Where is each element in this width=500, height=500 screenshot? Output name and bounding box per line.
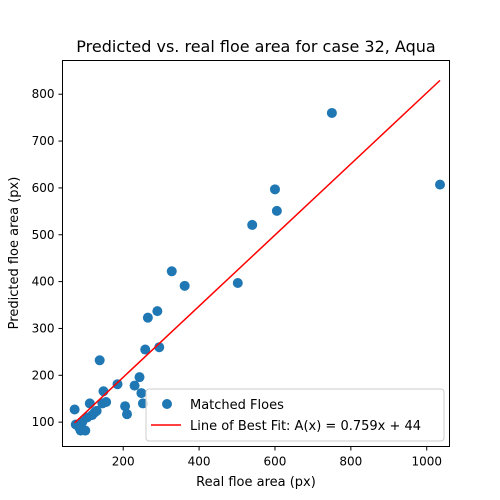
data-point-35 (435, 179, 446, 190)
y-tick-label-200: 200 (32, 368, 55, 382)
legend-label-matched-floes: Matched Floes (190, 398, 284, 413)
data-point-28 (166, 266, 177, 277)
y-tick-label-100: 100 (32, 415, 55, 429)
legend-box (145, 388, 445, 442)
y-tick-label-700: 700 (32, 134, 55, 148)
data-point-32 (269, 184, 280, 195)
legend-label-best-fit: Line of Best Fit: A(x) = 0.759x + 44 (190, 419, 421, 434)
data-point-19 (122, 409, 132, 420)
x-tick-label-200: 200 (112, 455, 135, 469)
legend: Matched Floes Line of Best Fit: A(x) = 0… (145, 388, 445, 442)
data-point-23 (137, 398, 148, 409)
data-point-9 (84, 398, 95, 409)
x-tick-label-600: 600 (264, 455, 287, 469)
data-point-27 (154, 342, 165, 353)
x-axis: 200 400 600 800 1000 (112, 446, 442, 469)
data-point-31 (247, 219, 258, 230)
data-point-12 (91, 405, 102, 416)
x-axis-label: Real floe area (px) (196, 475, 316, 490)
data-point-21 (134, 372, 145, 383)
y-axis: 100 200 300 400 500 600 700 800 (32, 87, 63, 429)
data-point-26 (152, 306, 163, 317)
y-tick-label-500: 500 (32, 228, 55, 242)
data-point-7 (80, 425, 91, 436)
data-point-17 (112, 379, 123, 390)
data-point-22 (136, 388, 147, 399)
y-tick-label-800: 800 (32, 87, 55, 101)
x-tick-label-1000: 1000 (411, 455, 442, 469)
data-point-15 (98, 386, 109, 397)
data-point-16 (101, 396, 112, 407)
data-point-34 (326, 107, 337, 118)
y-tick-label-400: 400 (32, 275, 55, 289)
data-point-13 (94, 355, 105, 366)
data-point-29 (179, 280, 190, 291)
data-point-25 (142, 312, 153, 323)
chart-title: Predicted vs. real floe area for case 32… (76, 37, 435, 56)
x-tick-label-800: 800 (339, 455, 362, 469)
best-fit-line (74, 79, 441, 424)
data-point-33 (271, 205, 282, 216)
plot-frame (62, 60, 450, 447)
y-tick-label-300: 300 (32, 321, 55, 335)
data-point-18 (120, 401, 131, 412)
data-point-20 (129, 380, 140, 391)
data-point-0 (69, 404, 80, 415)
legend-marker-matched-floes (162, 399, 172, 409)
data-point-24 (140, 344, 151, 355)
plot-area (69, 79, 446, 436)
data-point-30 (232, 278, 243, 289)
y-axis-label: Predicted floe area (px) (7, 177, 22, 330)
y-tick-label-600: 600 (32, 181, 55, 195)
x-tick-label-400: 400 (188, 455, 211, 469)
